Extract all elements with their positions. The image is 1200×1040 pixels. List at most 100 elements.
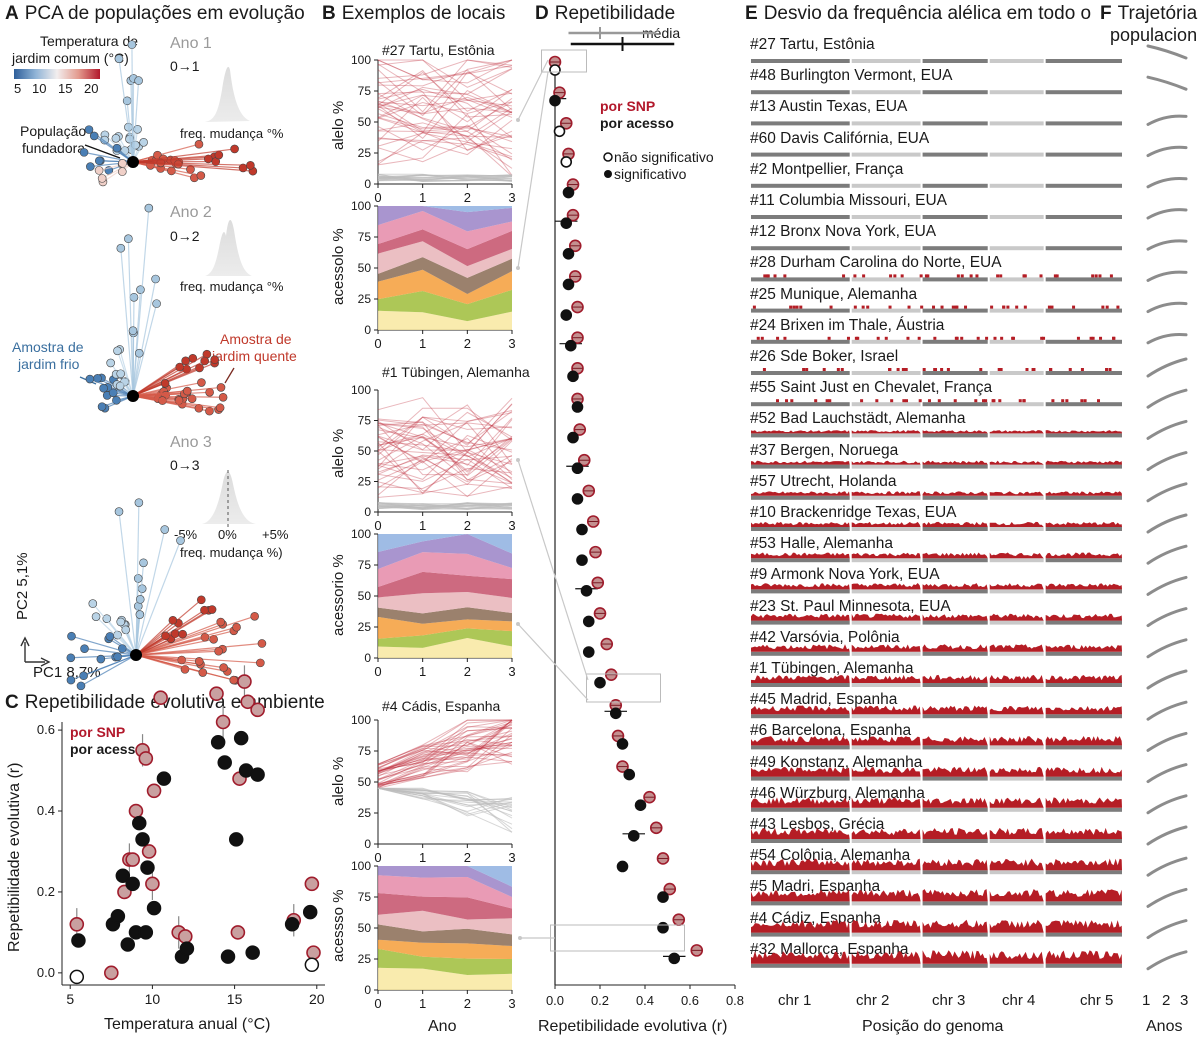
genome-track-label: #5 Madri, Espanha <box>750 878 881 896</box>
pca-point <box>196 171 206 180</box>
allele-trajectory <box>377 458 513 498</box>
pca-point <box>86 162 95 171</box>
trajectory-curve <box>1146 44 1188 60</box>
chromosome-band <box>922 901 988 906</box>
c-x-tick-label: 20 <box>309 991 325 1007</box>
x-tick-label: 1 <box>419 190 426 205</box>
genome-track-label: #26 Sde Boker, Israel <box>750 348 899 365</box>
chromosome-band <box>922 339 988 344</box>
deviation-peak <box>763 274 767 278</box>
chromosome-band <box>922 246 988 251</box>
site-2-allele-plot: 0 25 50 75 100 0 1 2 3 <box>351 383 516 533</box>
c-snp-point <box>138 751 154 766</box>
deviation-signal <box>922 583 988 590</box>
allele-trajectory <box>377 71 513 112</box>
d-legend-sig: significativo <box>614 166 687 182</box>
c-snp-point <box>141 844 157 859</box>
accession-band <box>378 552 512 588</box>
chromosome-band <box>751 932 850 937</box>
connector-head <box>516 118 520 122</box>
trajectory-row <box>1146 44 1188 60</box>
pca-segment <box>132 360 186 397</box>
accession-point <box>668 952 681 965</box>
deviation-peak <box>836 368 840 371</box>
deviation-peak <box>822 368 826 371</box>
pca-segment <box>132 360 205 397</box>
chromosome-band <box>851 371 921 375</box>
chromosome-band <box>989 215 1044 219</box>
chromosome-band <box>751 152 850 157</box>
deviation-peak <box>773 274 777 278</box>
trajectory-row <box>1146 513 1188 534</box>
chromosome-band <box>989 901 1044 906</box>
deviation-signal <box>851 766 921 777</box>
deviation-signal <box>751 552 850 559</box>
deviation-signal <box>1045 889 1122 902</box>
deviation-signal <box>1045 736 1122 746</box>
allele-trajectory <box>377 97 513 132</box>
genome-track-label: #10 Brackenridge Texas, EUA <box>750 504 957 521</box>
deviation-signal <box>751 705 850 715</box>
deviation-signal <box>922 674 988 683</box>
d-x-tick-label: 0.4 <box>636 993 654 1008</box>
allele-trajectory <box>377 422 513 477</box>
c-accession-point <box>210 734 226 750</box>
chromosome-band <box>989 121 1044 126</box>
connector-head <box>516 458 520 462</box>
pca-point <box>134 498 144 507</box>
trajectory-row <box>1146 419 1188 440</box>
allele-trajectory <box>377 88 513 138</box>
chromosome-band <box>1045 589 1122 594</box>
chromosome-band <box>751 339 850 344</box>
trajectory-row <box>1146 482 1188 503</box>
trajectory-row <box>1146 114 1188 126</box>
chromosome-band <box>1045 839 1122 843</box>
deviation-peak <box>862 274 866 278</box>
y-tick-label: 75 <box>358 84 372 98</box>
trajectory-row <box>1146 700 1188 721</box>
c-snp-point <box>237 674 252 689</box>
deviation-peak <box>792 305 796 309</box>
deviation-peak <box>1097 399 1101 403</box>
site-1-allele-plot: 0 25 50 75 100 0 1 2 3 <box>351 53 516 205</box>
deviation-signal <box>989 919 1044 933</box>
site-b1-name: #27 Tartu, Estônia <box>382 42 495 58</box>
y-tick-label: 0 <box>364 651 371 665</box>
legend-title-line1: Temperatura de <box>40 33 139 49</box>
chromosome-band <box>989 839 1044 843</box>
allele-trajectory <box>377 450 513 497</box>
pca-segment <box>132 278 157 397</box>
deviation-peak <box>789 305 793 309</box>
chromosome-band <box>751 776 850 781</box>
deviation-signal <box>851 460 921 465</box>
genome-track-row <box>751 183 1122 188</box>
allele-trajectory <box>377 440 513 486</box>
site-b3-name: #4 Cádis, Espanha <box>382 698 501 714</box>
pca-point <box>114 507 124 516</box>
allele-trajectory <box>377 130 513 165</box>
genome-track-row <box>751 919 1122 937</box>
trajectory-row <box>1146 575 1188 596</box>
x-tick-label: 1 <box>419 518 426 533</box>
chromosome-band <box>922 433 988 438</box>
allele-trajectory-gray <box>377 502 513 510</box>
pca-point <box>200 356 209 366</box>
deviation-signal <box>751 919 850 933</box>
deviation-peak <box>760 336 764 340</box>
c-snp-point <box>153 690 168 706</box>
chromosome-band <box>922 402 988 407</box>
chromosome-band <box>1045 464 1122 469</box>
pca-point <box>135 595 145 604</box>
deviation-peak <box>861 305 865 309</box>
pca-point <box>167 166 176 176</box>
x-tick-label: 2 <box>464 996 471 1011</box>
allele-trajectory <box>377 113 513 176</box>
genome-track-row <box>751 552 1122 563</box>
trajectory-curve <box>1146 763 1188 784</box>
chromosome-band <box>1045 807 1122 812</box>
chromosome-band <box>922 90 988 95</box>
allele-trajectory <box>377 741 513 786</box>
chromosome-band <box>989 745 1044 750</box>
accession-point <box>657 891 669 903</box>
allele-trajectory <box>377 101 513 119</box>
